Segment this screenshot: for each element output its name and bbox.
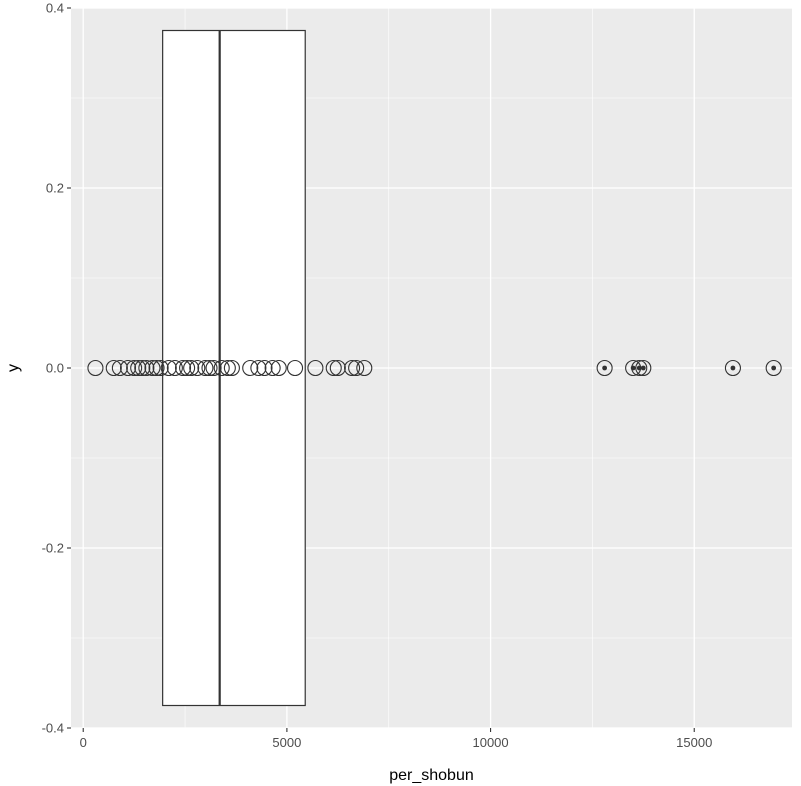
x-axis-title: per_shobun xyxy=(389,767,474,784)
data-point xyxy=(223,359,240,377)
data-point xyxy=(286,359,304,377)
data-point xyxy=(270,359,287,377)
data-point xyxy=(256,359,273,377)
data-point xyxy=(134,359,151,377)
data-point xyxy=(356,359,373,377)
data-point xyxy=(189,359,206,377)
data-point xyxy=(307,359,324,377)
data-point xyxy=(631,359,648,377)
data-point xyxy=(138,359,155,377)
data-point xyxy=(219,359,236,377)
data-point xyxy=(160,359,177,377)
data-point xyxy=(625,359,642,377)
box-layer xyxy=(162,29,306,707)
data-point xyxy=(205,359,222,377)
y-tick-label: -0.2 xyxy=(42,541,64,556)
data-point xyxy=(596,359,613,377)
data-point xyxy=(348,359,365,377)
data-point xyxy=(213,359,230,377)
data-point xyxy=(250,359,267,377)
y-tick-label: -0.4 xyxy=(42,721,64,736)
y-tick-label: 0.4 xyxy=(46,1,64,16)
outlier-dot xyxy=(771,365,777,371)
outlier-dot xyxy=(730,365,736,371)
data-point xyxy=(130,359,147,377)
data-point xyxy=(329,359,346,377)
data-point xyxy=(105,359,122,377)
data-point xyxy=(201,359,218,377)
box-iqr xyxy=(162,29,306,707)
axes-layer: 0 5000 10000 15000 -0.4 -0.2 0.0 0.2 0.4 xyxy=(42,1,713,751)
data-point xyxy=(166,359,183,377)
data-point xyxy=(87,359,104,377)
data-point xyxy=(119,359,137,377)
data-point xyxy=(174,359,192,377)
data-point xyxy=(144,359,161,377)
data-point xyxy=(183,359,200,377)
outlier-dot xyxy=(602,365,608,371)
data-point xyxy=(765,359,782,377)
data-point xyxy=(152,359,169,377)
data-point xyxy=(242,359,259,377)
data-point xyxy=(264,359,281,377)
y-tick-label: 0.0 xyxy=(46,361,64,376)
data-point xyxy=(111,359,128,377)
points-layer xyxy=(87,359,782,377)
x-tick-label: 15000 xyxy=(676,735,712,750)
x-tick-label: 0 xyxy=(80,735,87,750)
x-tick-label: 5000 xyxy=(272,735,301,750)
x-tick-label: 10000 xyxy=(472,735,508,750)
data-point xyxy=(344,359,361,377)
data-point xyxy=(325,359,342,377)
y-axis-title: y xyxy=(5,364,22,372)
data-point xyxy=(126,359,143,377)
data-point xyxy=(724,359,741,377)
y-tick-label: 0.2 xyxy=(46,181,64,196)
data-point xyxy=(148,359,165,377)
data-point xyxy=(179,359,196,377)
outlier-dot xyxy=(640,365,646,371)
data-point xyxy=(635,359,652,377)
data-point xyxy=(197,359,214,377)
